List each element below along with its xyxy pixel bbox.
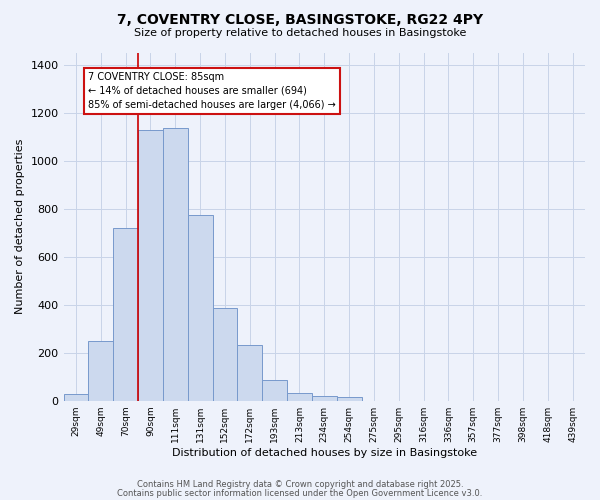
- Bar: [262, 380, 287, 400]
- Text: 7, COVENTRY CLOSE, BASINGSTOKE, RG22 4PY: 7, COVENTRY CLOSE, BASINGSTOKE, RG22 4PY: [117, 12, 483, 26]
- Text: Contains public sector information licensed under the Open Government Licence v3: Contains public sector information licen…: [118, 488, 482, 498]
- Text: Contains HM Land Registry data © Crown copyright and database right 2025.: Contains HM Land Registry data © Crown c…: [137, 480, 463, 489]
- Text: 7 COVENTRY CLOSE: 85sqm
← 14% of detached houses are smaller (694)
85% of semi-d: 7 COVENTRY CLOSE: 85sqm ← 14% of detache…: [88, 72, 336, 110]
- Bar: [212, 308, 238, 400]
- Y-axis label: Number of detached properties: Number of detached properties: [15, 139, 25, 314]
- Bar: [113, 228, 138, 400]
- Bar: [238, 344, 262, 401]
- Bar: [64, 394, 88, 400]
- Bar: [163, 128, 188, 400]
- Bar: [188, 214, 212, 400]
- X-axis label: Distribution of detached houses by size in Basingstoke: Distribution of detached houses by size …: [172, 448, 477, 458]
- Bar: [287, 393, 312, 400]
- Bar: [138, 130, 163, 400]
- Text: Size of property relative to detached houses in Basingstoke: Size of property relative to detached ho…: [134, 28, 466, 38]
- Bar: [88, 342, 113, 400]
- Bar: [312, 396, 337, 400]
- Bar: [337, 397, 362, 400]
